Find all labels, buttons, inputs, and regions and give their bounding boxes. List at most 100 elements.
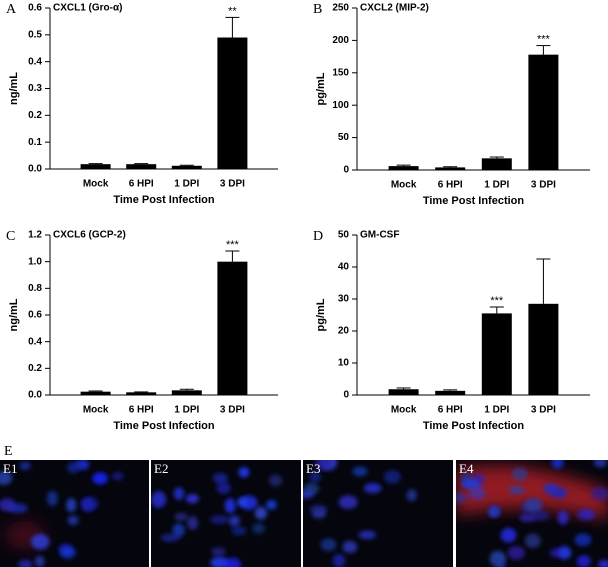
x-axis-label: Time Post Infection: [423, 195, 525, 207]
nucleus: [265, 500, 277, 510]
nucleus: [212, 473, 228, 484]
chart-title: CXCL2 (MIP-2): [360, 3, 429, 14]
nucleus: [160, 533, 180, 542]
x-tick-label: Mock: [391, 180, 417, 191]
nucleus: [309, 471, 321, 483]
nucleus: [456, 492, 468, 504]
nucleus: [209, 515, 229, 524]
image-label: E2: [154, 461, 168, 476]
nucleus: [338, 495, 358, 509]
nucleus: [332, 553, 346, 567]
nucleus: [406, 489, 417, 502]
y-tick-label: 10: [338, 358, 350, 369]
nucleus: [47, 490, 58, 507]
nucleus: [268, 474, 283, 487]
x-axis-label: Time Post Infection: [113, 420, 215, 432]
bar: [528, 54, 559, 170]
y-tick-label: 1.0: [28, 256, 42, 267]
bar: [217, 37, 248, 170]
y-tick-label: 0: [343, 165, 349, 176]
nucleus: [314, 460, 332, 471]
nucleus: [551, 460, 564, 469]
nucleus: [352, 466, 368, 477]
nucleus: [30, 533, 50, 550]
x-tick-label: 6 HPI: [129, 179, 154, 190]
nucleus: [237, 497, 248, 507]
nucleus: [557, 510, 569, 525]
bar: [388, 166, 419, 170]
image-background: [0, 460, 149, 567]
nucleus: [18, 559, 33, 567]
y-tick-label: 150: [332, 67, 349, 78]
nucleus: [67, 515, 79, 526]
nucleus: [224, 557, 241, 567]
nucleus: [531, 510, 550, 522]
nucleus: [211, 547, 226, 557]
nucleus: [524, 497, 543, 513]
significance-label: ***: [537, 33, 551, 45]
y-axis-label: pg/mL: [315, 72, 327, 105]
nucleus: [524, 533, 541, 548]
x-tick-label: 3 DPI: [531, 405, 556, 416]
y-axis-label: pg/mL: [315, 298, 327, 331]
chart-title: CXCL1 (Gro-α): [53, 3, 122, 14]
panel-label: C: [6, 229, 15, 244]
nucleus: [34, 556, 45, 567]
significance-label: ***: [490, 295, 504, 307]
y-tick-label: 50: [338, 132, 350, 143]
bar: [80, 164, 111, 169]
bar: [388, 389, 419, 395]
bar: [171, 165, 202, 169]
nucleus: [185, 494, 200, 504]
bar: [171, 390, 202, 395]
image-label: E1: [3, 461, 17, 476]
nucleus: [309, 504, 328, 514]
nucleus: [0, 498, 16, 512]
nucleus: [210, 556, 230, 567]
x-tick-label: 1 DPI: [484, 180, 509, 191]
panel-label: D: [313, 229, 323, 244]
nucleus: [254, 506, 268, 520]
micrograph: [151, 467, 283, 567]
nucleus: [549, 548, 563, 558]
y-tick-label: 0.2: [28, 363, 42, 374]
nucleus: [173, 487, 185, 501]
significance-label: **: [228, 5, 237, 17]
nucleus: [489, 550, 507, 567]
y-tick-label: 50: [338, 230, 350, 241]
nucleus: [598, 560, 608, 567]
x-axis-label: Time Post Infection: [113, 194, 215, 206]
x-tick-label: 6 HPI: [129, 405, 154, 416]
y-tick-label: 0.6: [28, 310, 42, 321]
y-tick-label: 0.1: [28, 137, 42, 148]
nucleus: [511, 467, 528, 481]
nucleus: [174, 512, 188, 521]
y-tick-label: 1.2: [28, 230, 42, 241]
y-axis-label: ng/mL: [8, 298, 20, 331]
nucleus: [19, 461, 31, 470]
y-tick-label: 0.4: [28, 56, 42, 67]
nucleus: [543, 483, 558, 494]
nucleus: [216, 482, 231, 495]
nucleus: [67, 461, 81, 474]
nucleus: [576, 555, 591, 567]
nucleus: [172, 523, 185, 538]
y-tick-label: 0.8: [28, 283, 42, 294]
panel-label: A: [6, 2, 17, 17]
image-label: E3: [306, 461, 320, 476]
panel-label: E: [4, 444, 13, 459]
x-axis-label: Time Post Infection: [423, 420, 525, 432]
nucleus: [577, 508, 596, 521]
nucleus: [228, 515, 241, 527]
bar: [126, 392, 157, 395]
nucleus: [342, 540, 358, 554]
nucleus: [574, 533, 592, 547]
nucleus: [0, 471, 13, 485]
x-tick-label: 3 DPI: [220, 405, 245, 416]
micrograph: [0, 460, 124, 567]
nucleus: [469, 486, 486, 500]
y-tick-label: 30: [338, 294, 350, 305]
panel-label: B: [313, 2, 322, 17]
significance-label: ***: [226, 239, 240, 251]
